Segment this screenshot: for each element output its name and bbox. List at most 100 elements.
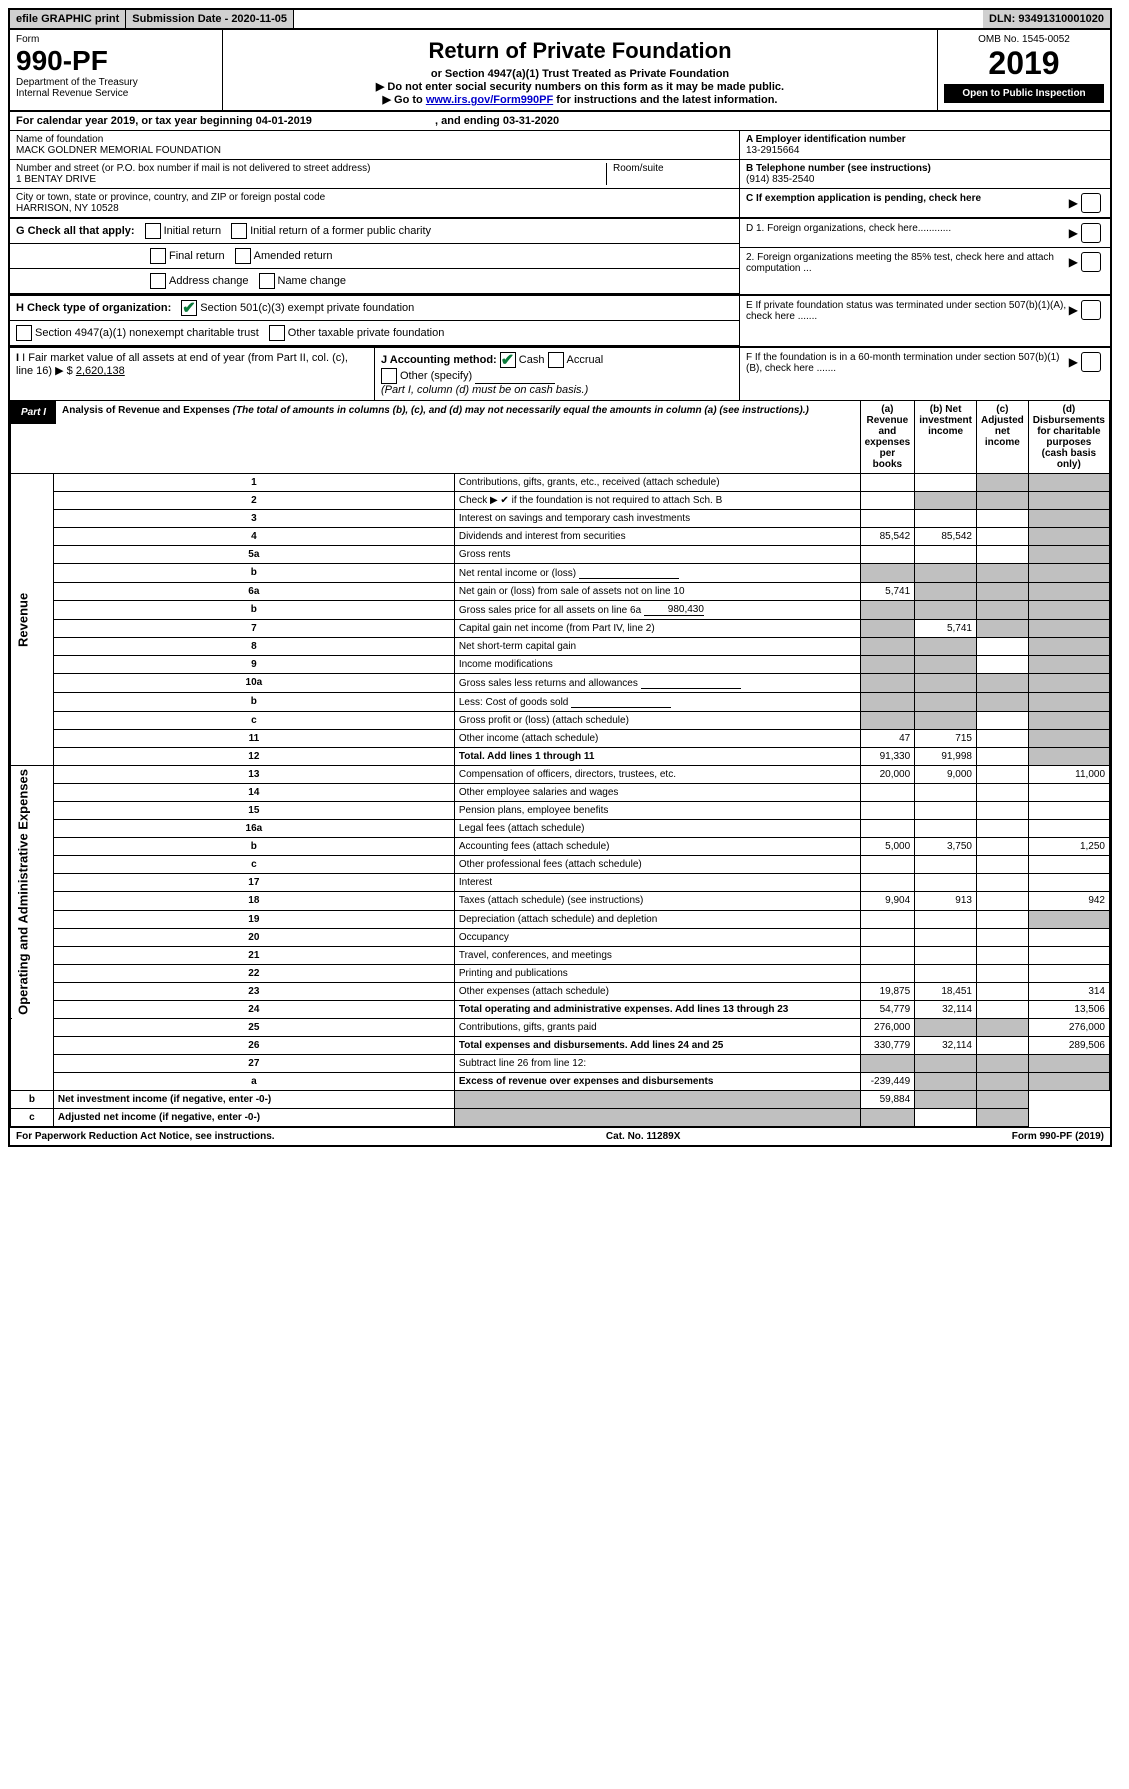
table-row: 19Depreciation (attach schedule) and dep…	[11, 910, 1110, 928]
entity-left: Name of foundation MACK GOLDNER MEMORIAL…	[10, 131, 739, 217]
row-val	[976, 820, 1028, 838]
revenue-label: Revenue	[11, 474, 54, 766]
row-val	[976, 982, 1028, 1000]
row-val	[1028, 546, 1109, 564]
cb-other-taxable[interactable]	[269, 325, 285, 341]
table-row: 23Other expenses (attach schedule)19,875…	[11, 982, 1110, 1000]
row-desc: Interest on savings and temporary cash i…	[454, 510, 860, 528]
form-link[interactable]: www.irs.gov/Form990PF	[426, 94, 553, 106]
e-label: E If private foundation status was termi…	[746, 300, 1069, 322]
row-num: 4	[53, 528, 454, 546]
row-val: 32,114	[915, 1000, 977, 1018]
row-val	[860, 1108, 915, 1126]
e-checkbox[interactable]	[1081, 300, 1101, 320]
row-val	[915, 1090, 977, 1108]
cb-501c3[interactable]	[181, 300, 197, 316]
row-val	[915, 693, 977, 712]
cb-cash[interactable]	[500, 352, 516, 368]
row-num: b	[11, 1090, 54, 1108]
warn1: ▶ Do not enter social security numbers o…	[229, 80, 931, 93]
table-row: cOther professional fees (attach schedul…	[11, 856, 1110, 874]
cb-name-change[interactable]	[259, 273, 275, 289]
e-section: E If private foundation status was termi…	[739, 296, 1110, 346]
g-opt-4: Address change	[169, 275, 249, 287]
table-row: 26Total expenses and disbursements. Add …	[11, 1036, 1110, 1054]
d2-row: 2. Foreign organizations meeting the 85%…	[740, 248, 1110, 278]
row-desc: Other income (attach schedule)	[454, 730, 860, 748]
row-desc: Compensation of officers, directors, tru…	[454, 766, 860, 784]
other-blank	[475, 372, 555, 384]
row-desc: Gross sales price for all assets on line…	[454, 601, 860, 620]
row-val	[915, 874, 977, 892]
row-val	[860, 564, 915, 583]
row-val	[976, 564, 1028, 583]
row-val	[454, 1108, 860, 1126]
cal-pre: For calendar year 2019, or tax year begi…	[16, 115, 256, 127]
row-desc: Subtract line 26 from line 12:	[454, 1054, 860, 1072]
row-num: b	[53, 601, 454, 620]
row-desc: Other professional fees (attach schedule…	[454, 856, 860, 874]
g-row3: Address change Name change	[10, 269, 739, 293]
name-label: Name of foundation	[16, 134, 733, 145]
row-desc: Occupancy	[454, 928, 860, 946]
row-val	[976, 546, 1028, 564]
row-val	[976, 1090, 1028, 1108]
row-desc: Total expenses and disbursements. Add li…	[454, 1036, 860, 1054]
row-val	[976, 784, 1028, 802]
cb-other[interactable]	[381, 368, 397, 384]
g-row: G Check all that apply: Initial return I…	[10, 219, 739, 244]
table-row: bLess: Cost of goods sold	[11, 693, 1110, 712]
row-desc: Accounting fees (attach schedule)	[454, 838, 860, 856]
row-val	[915, 946, 977, 964]
row-val	[915, 820, 977, 838]
row-val	[915, 492, 977, 510]
cb-addr-change[interactable]	[150, 273, 166, 289]
topbar: efile GRAPHIC print Submission Date - 20…	[10, 10, 1110, 30]
row-val	[976, 802, 1028, 820]
row-val	[1028, 564, 1109, 583]
table-row: cGross profit or (loss) (attach schedule…	[11, 712, 1110, 730]
ij-f-row: I I Fair market value of all assets at e…	[10, 348, 1110, 400]
row-val	[1028, 620, 1109, 638]
table-row: 6aNet gain or (loss) from sale of assets…	[11, 583, 1110, 601]
d1-row: D 1. Foreign organizations, check here..…	[740, 219, 1110, 248]
f-checkbox[interactable]	[1081, 352, 1101, 372]
part1-table: Part I Analysis of Revenue and Expenses …	[10, 400, 1110, 1127]
cb-final[interactable]	[150, 248, 166, 264]
cb-initial-former[interactable]	[231, 223, 247, 239]
h-label: H Check type of organization:	[16, 302, 171, 314]
h-opt-3: Other taxable private foundation	[288, 327, 445, 339]
f-section: F If the foundation is in a 60-month ter…	[739, 348, 1110, 400]
table-row: bNet rental income or (loss)	[11, 564, 1110, 583]
d2-label: 2. Foreign organizations meeting the 85%…	[746, 252, 1069, 274]
row-num: 25	[53, 1018, 454, 1036]
row-val	[1028, 748, 1109, 766]
form-header: Form 990-PF Department of the Treasury I…	[10, 30, 1110, 112]
cb-initial[interactable]	[145, 223, 161, 239]
d1-checkbox[interactable]	[1081, 223, 1101, 243]
row-val: 1,250	[1028, 838, 1109, 856]
row-num: b	[53, 693, 454, 712]
cb-amended[interactable]	[235, 248, 251, 264]
row-val	[1028, 802, 1109, 820]
c-checkbox[interactable]	[1081, 193, 1101, 213]
dln: DLN: 93491310001020	[983, 10, 1110, 28]
row-val	[976, 656, 1028, 674]
row-val: 59,884	[860, 1090, 915, 1108]
h-section: H Check type of organization: Section 50…	[10, 296, 739, 346]
row-val	[860, 946, 915, 964]
row-val	[860, 492, 915, 510]
d2-checkbox[interactable]	[1081, 252, 1101, 272]
h-row2: Section 4947(a)(1) nonexempt charitable …	[10, 321, 739, 345]
row-num: 26	[53, 1036, 454, 1054]
calendar-year-row: For calendar year 2019, or tax year begi…	[10, 112, 1110, 131]
g-opt-0: Initial return	[164, 225, 221, 237]
g-label: G Check all that apply:	[16, 225, 135, 237]
phone-cell: B Telephone number (see instructions) (9…	[740, 160, 1110, 189]
i-label: I	[16, 352, 19, 364]
row-val: 5,000	[860, 838, 915, 856]
g-opt-3: Amended return	[254, 250, 333, 262]
cb-4947[interactable]	[16, 325, 32, 341]
row-val	[1028, 856, 1109, 874]
cb-accrual[interactable]	[548, 352, 564, 368]
